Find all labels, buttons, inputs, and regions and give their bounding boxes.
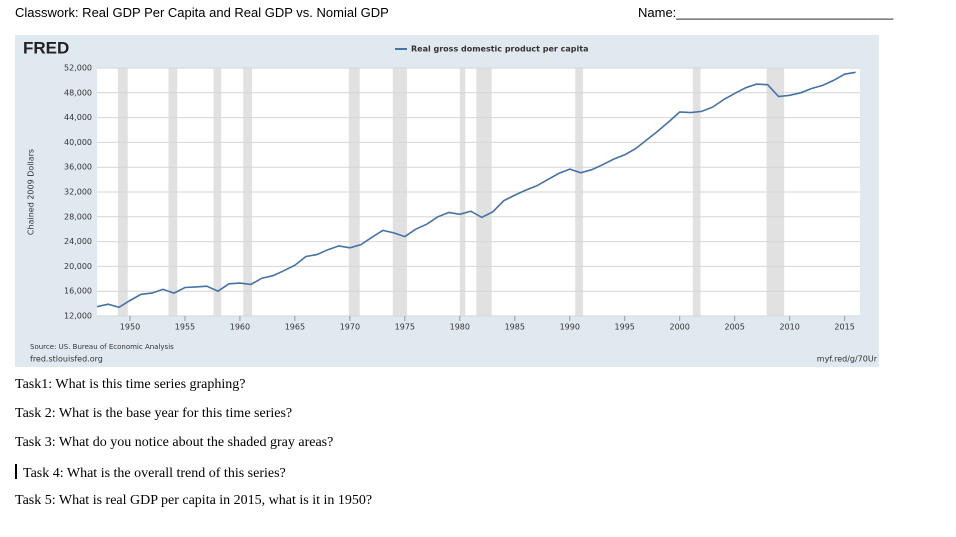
y-tick-label: 28,000 — [64, 212, 92, 221]
task: Task 4: What is the overall trend of thi… — [15, 464, 372, 493]
x-tick-label: 1955 — [175, 323, 195, 332]
x-tick-label: 2010 — [779, 323, 799, 332]
legend-label: Real gross domestic product per capita — [411, 45, 588, 54]
site: fred.stlouisfed.org — [30, 355, 103, 364]
x-tick-label: 1995 — [615, 323, 635, 332]
plot-layer — [96, 67, 860, 321]
task: Task 2: What is the base year for this t… — [15, 406, 293, 421]
task: Task1: What is this time series graphing… — [15, 377, 246, 392]
x-tick-label: 1985 — [505, 323, 525, 332]
y-tick-label: 36,000 — [64, 163, 92, 172]
y-tick-label: 52,000 — [64, 64, 92, 73]
name-field: Name:______________________________ — [638, 5, 894, 20]
task-list: Task1: What is this time series graphing… — [15, 377, 372, 522]
y-tick-label: 20,000 — [64, 262, 92, 271]
y-tick-label: 44,000 — [64, 113, 92, 122]
worksheet-title: Classwork: Real GDP Per Capita and Real … — [15, 5, 389, 20]
x-tick-label: 1970 — [340, 323, 360, 332]
fred-logo: FRED — [23, 38, 69, 57]
y-tick-label: 16,000 — [64, 287, 92, 296]
task: Task 5: What is real GDP per capita in 2… — [15, 493, 373, 508]
y-axis-label: Chained 2009 Dollars — [27, 149, 36, 235]
x-tick-label: 1965 — [285, 323, 305, 332]
x-tick-label: 2005 — [724, 323, 744, 332]
task-text: Task 4: What is the overall trend of thi… — [23, 466, 286, 481]
x-tick-label: 1950 — [120, 323, 140, 332]
task: Task 3: What do you notice about the sha… — [15, 435, 334, 450]
source: Source: US. Bureau of Economic Analysis — [30, 343, 174, 351]
y-tick-label: 12,000 — [64, 312, 92, 321]
text-cursor — [15, 464, 17, 479]
data-line — [96, 71, 856, 309]
x-tick-label: 1990 — [560, 323, 580, 332]
x-tick-label: 2015 — [834, 323, 854, 332]
y-tick-label: 48,000 — [64, 88, 92, 97]
y-tick-label: 24,000 — [64, 237, 92, 246]
x-tick-label: 1960 — [230, 323, 250, 332]
link: myf.red/g/70Ur — [817, 355, 878, 364]
x-tick-label: 1980 — [450, 323, 470, 332]
x-tick-label: 1975 — [395, 323, 415, 332]
y-tick-label: 40,000 — [64, 138, 92, 147]
x-tick-label: 2000 — [670, 323, 690, 332]
chart: FRED Real gross domestic product per cap… — [15, 35, 879, 367]
y-tick-label: 32,000 — [64, 188, 92, 197]
